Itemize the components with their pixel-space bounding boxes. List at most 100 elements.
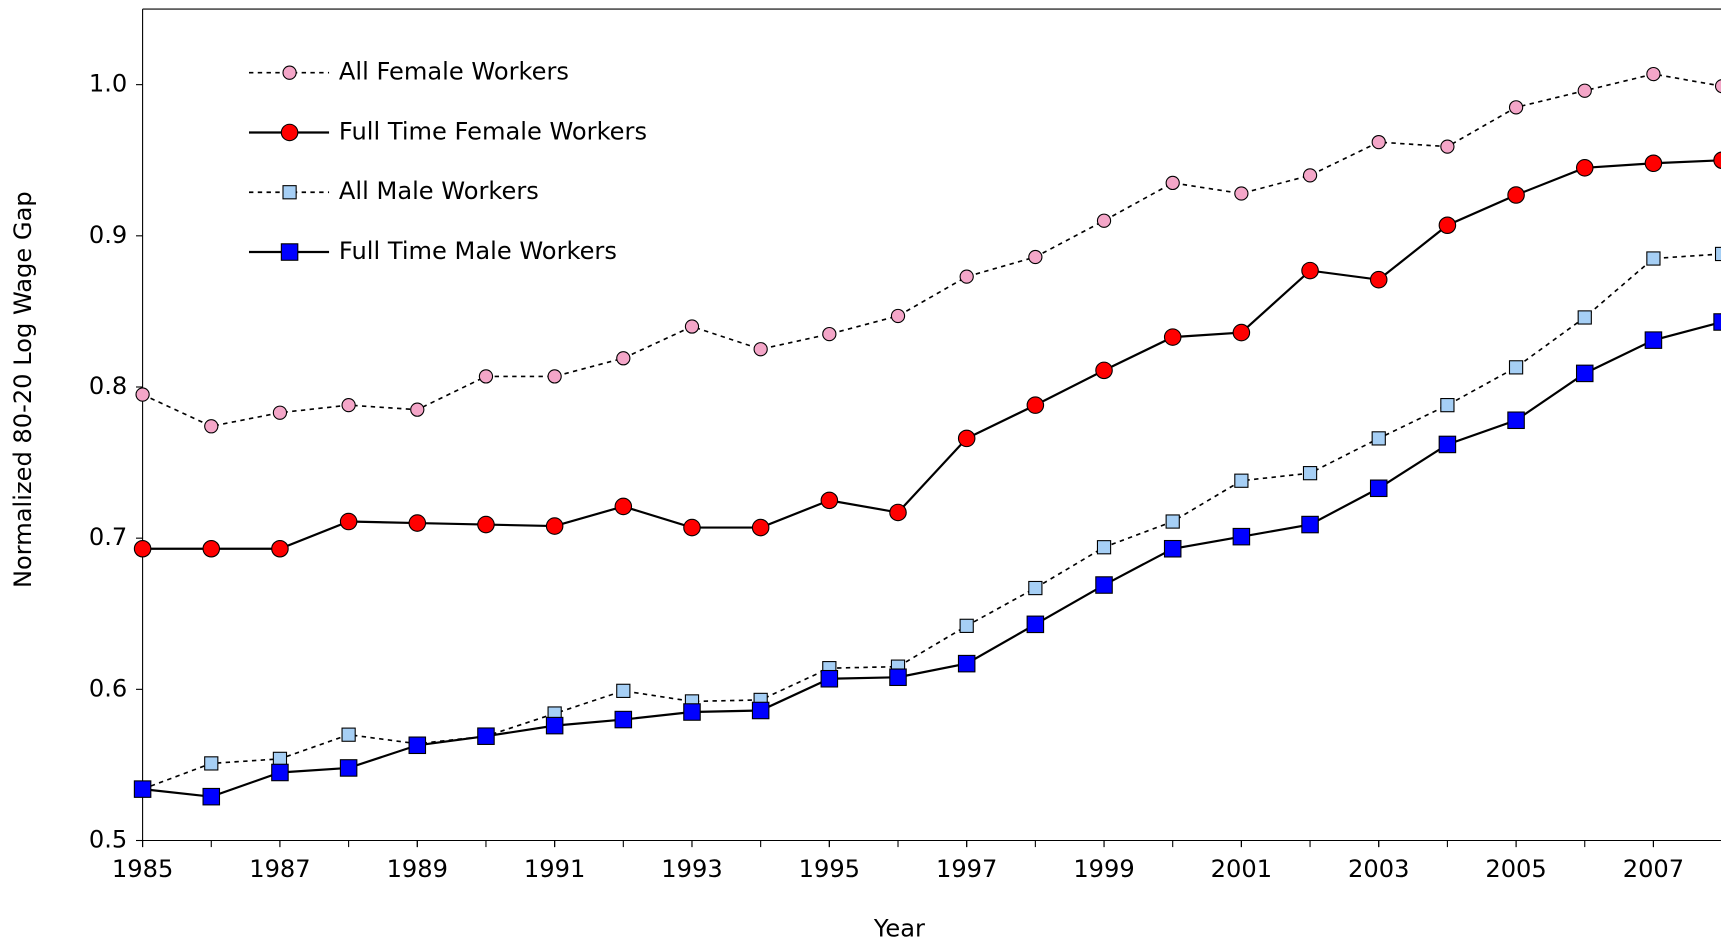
marker	[1714, 79, 1721, 94]
x-tick-label: 1985	[112, 855, 173, 883]
y-tick-label: 0.8	[89, 372, 127, 400]
x-tick-label: 2005	[1485, 855, 1546, 883]
marker	[684, 319, 700, 334]
marker	[751, 701, 770, 720]
marker	[1577, 83, 1592, 98]
marker	[1232, 323, 1251, 342]
marker	[1369, 270, 1388, 289]
legend-label: Full Time Male Workers	[339, 237, 617, 265]
marker	[1096, 213, 1112, 228]
series-line	[142, 321, 1721, 798]
marker	[616, 351, 631, 366]
marker	[1713, 151, 1721, 169]
marker	[477, 515, 495, 534]
marker	[959, 618, 974, 633]
marker	[341, 398, 356, 413]
marker	[683, 703, 701, 721]
legend-marker	[280, 123, 299, 142]
marker	[1232, 527, 1251, 546]
marker	[1165, 175, 1180, 191]
marker	[1301, 261, 1319, 280]
marker	[1440, 398, 1455, 413]
marker	[271, 763, 289, 782]
marker	[339, 759, 358, 777]
y-tick-label: 0.9	[89, 221, 127, 249]
marker	[1096, 540, 1112, 555]
marker	[271, 539, 289, 558]
marker	[408, 736, 427, 755]
marker	[1371, 134, 1386, 150]
marker	[1646, 251, 1661, 266]
marker	[408, 514, 427, 532]
marker	[1507, 186, 1525, 204]
y-tick-label: 0.6	[89, 674, 127, 702]
marker	[1163, 328, 1182, 346]
marker	[614, 497, 633, 516]
marker	[1234, 473, 1249, 488]
x-tick-label: 1993	[661, 855, 722, 883]
x-tick-label: 1995	[799, 855, 860, 883]
marker	[616, 683, 631, 698]
marker	[545, 716, 564, 735]
marker	[1371, 431, 1386, 446]
marker	[204, 756, 219, 771]
x-tick-label: 1991	[524, 855, 585, 883]
marker	[1165, 514, 1180, 529]
marker	[1028, 249, 1043, 265]
marker	[1575, 364, 1594, 383]
y-axis-label: Normalized 80-20 Log Wage Gap	[9, 191, 37, 588]
marker	[1575, 159, 1594, 177]
marker	[1369, 479, 1388, 498]
series-line	[142, 253, 1721, 790]
marker	[959, 269, 974, 284]
marker	[1438, 216, 1457, 235]
marker	[1234, 186, 1249, 201]
marker	[1438, 435, 1457, 454]
marker	[202, 539, 221, 558]
marker	[1577, 310, 1592, 325]
marker	[683, 518, 701, 537]
marker	[1644, 331, 1663, 349]
marker	[477, 727, 495, 745]
marker	[1026, 615, 1045, 634]
marker	[1302, 168, 1318, 183]
legend-marker	[282, 65, 297, 80]
marker	[1508, 360, 1524, 375]
marker	[820, 491, 839, 510]
marker	[889, 668, 907, 687]
marker	[1026, 396, 1045, 414]
marker	[1028, 580, 1043, 596]
x-tick-label: 1997	[936, 855, 997, 883]
x-tick-label: 1987	[249, 855, 310, 883]
y-tick-label: 0.5	[89, 826, 127, 854]
marker	[1163, 539, 1182, 558]
marker	[339, 512, 358, 531]
marker	[1301, 515, 1319, 534]
marker	[1095, 361, 1113, 380]
marker	[1095, 576, 1113, 594]
marker	[135, 387, 150, 402]
marker	[478, 369, 494, 384]
marker	[890, 308, 906, 324]
marker	[545, 517, 564, 535]
marker	[751, 518, 770, 537]
marker	[1646, 66, 1661, 82]
marker	[957, 654, 976, 673]
marker	[820, 669, 839, 688]
marker	[957, 429, 976, 448]
marker	[1714, 246, 1721, 262]
marker	[1302, 466, 1318, 481]
y-tick-label: 0.7	[89, 523, 127, 551]
marker	[272, 751, 288, 767]
x-axis-label: Year	[873, 914, 925, 942]
marker	[1644, 154, 1663, 173]
marker	[204, 419, 219, 434]
marker	[410, 402, 425, 417]
x-tick-label: 2001	[1211, 855, 1272, 883]
marker	[1507, 411, 1525, 430]
x-tick-label: 2003	[1348, 855, 1409, 883]
series-line	[142, 159, 1721, 550]
marker	[272, 405, 288, 420]
marker	[822, 326, 837, 342]
